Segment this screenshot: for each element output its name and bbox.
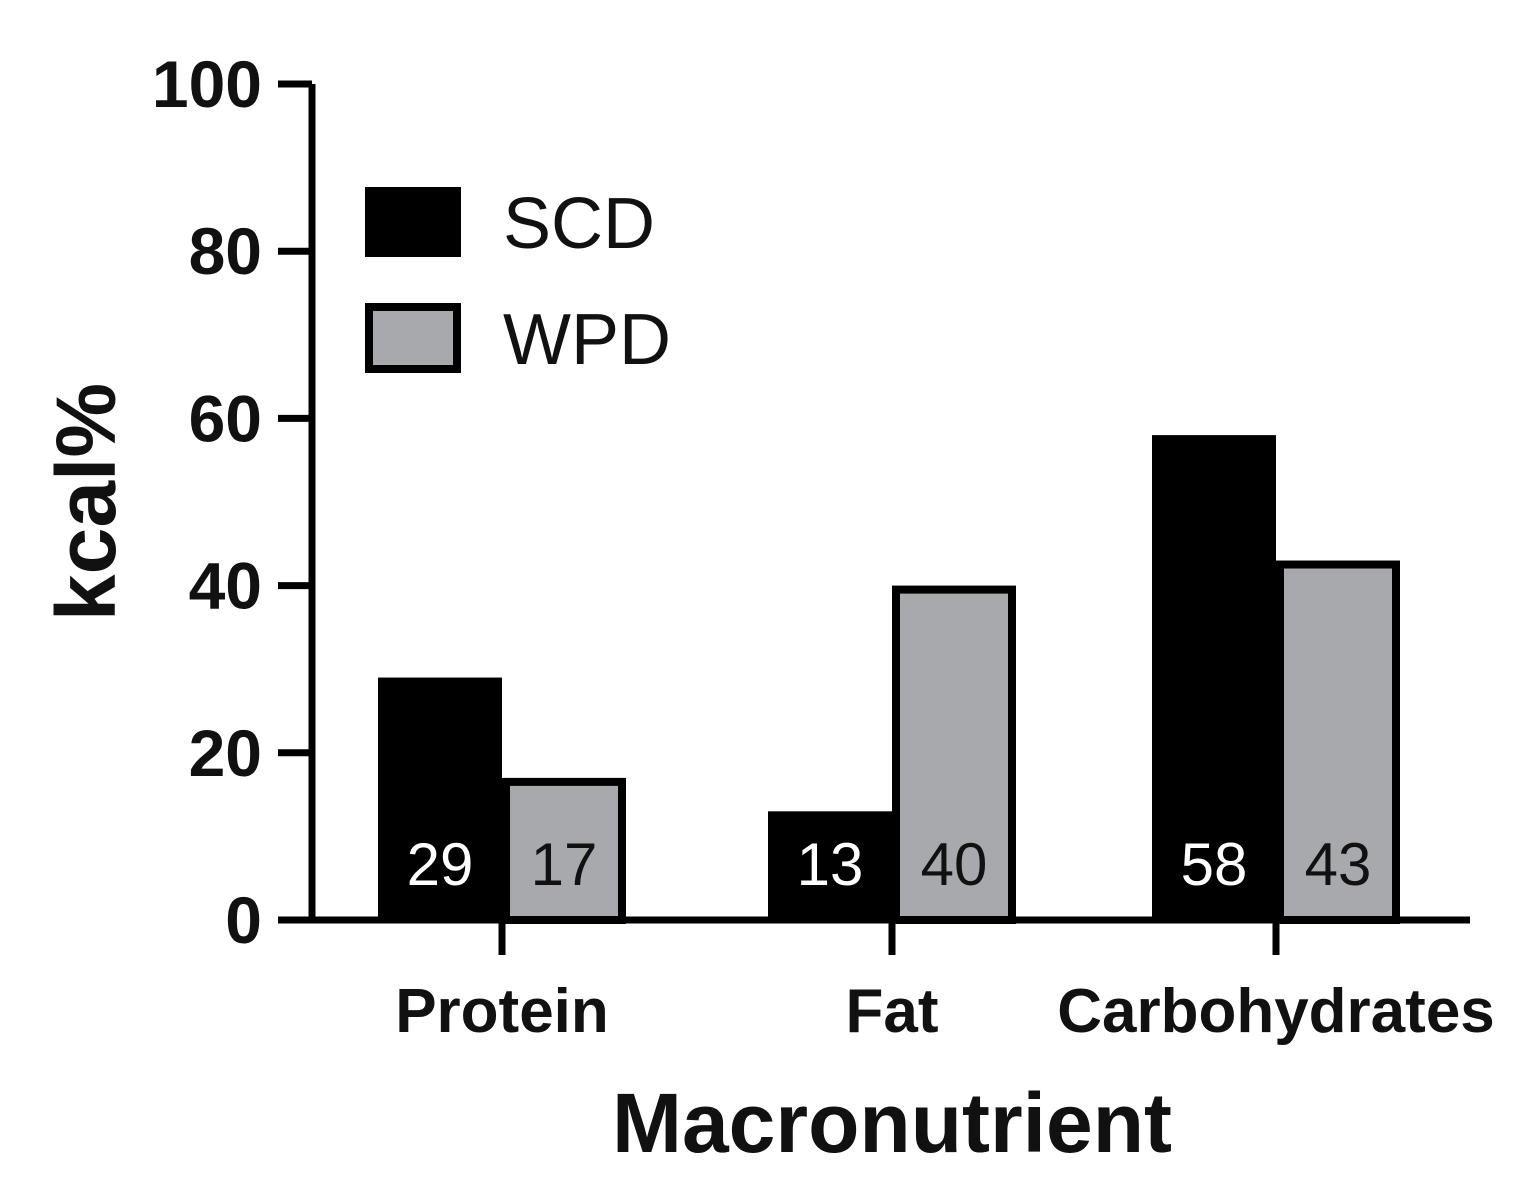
data-label-scd-fat: 13	[797, 831, 864, 898]
y-axis-title: kcal%	[39, 383, 133, 621]
bar-scd-fat	[768, 811, 892, 920]
data-label-scd-carbohydrates: 58	[1181, 831, 1248, 898]
y-tick-label: 80	[189, 214, 262, 288]
data-label-scd-protein: 29	[407, 831, 474, 898]
x-tick-label-protein: Protein	[395, 977, 609, 1046]
bar-scd-protein	[378, 677, 502, 920]
data-label-wpd-fat: 40	[921, 831, 988, 898]
bars-group: 29 17 13 40 58 43	[378, 435, 1400, 925]
y-tick-label: 60	[189, 381, 262, 455]
bar-scd-carbohydrates	[1152, 435, 1276, 920]
data-label-wpd-carbohydrates: 43	[1305, 831, 1372, 898]
legend: SCD WPD	[365, 184, 671, 380]
legend-label-scd: SCD	[503, 184, 655, 264]
legend-swatch-wpd	[365, 303, 461, 373]
bar-wpd-protein	[502, 777, 626, 924]
y-tick-label: 20	[189, 716, 262, 790]
x-tick-label-fat: Fat	[846, 977, 939, 1046]
data-label-wpd-protein: 17	[531, 831, 598, 898]
y-tick-label: 40	[189, 549, 262, 623]
legend-label-wpd: WPD	[503, 300, 671, 380]
y-ticks-group: 0 20 40 60 80 100	[152, 47, 312, 957]
bar-wpd-fat	[892, 585, 1016, 924]
x-ticks-group: Protein Fat Carbohydrates	[395, 920, 1495, 1046]
x-tick-label-carbohydrates: Carbohydrates	[1057, 977, 1495, 1046]
x-axis-title: Macronutrient	[612, 1076, 1172, 1170]
legend-swatch-scd	[365, 187, 461, 257]
y-tick-label: 100	[152, 47, 262, 121]
axes-group	[278, 84, 1470, 924]
y-tick-label: 0	[225, 883, 262, 957]
